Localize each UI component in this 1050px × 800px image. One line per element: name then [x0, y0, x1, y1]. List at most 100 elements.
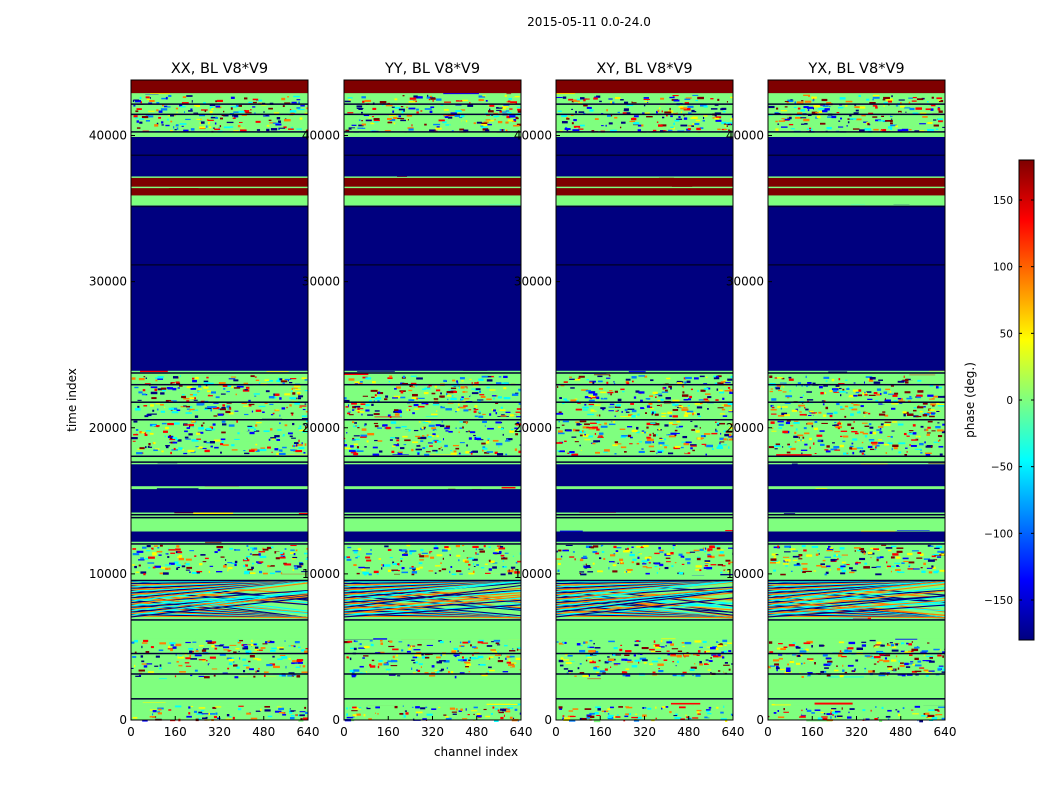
noise-pixel	[352, 406, 357, 409]
noise-pixel	[243, 572, 250, 575]
noise-pixel	[695, 565, 702, 568]
noise-pixel	[681, 441, 687, 443]
noise-pixel	[685, 558, 691, 561]
noise-pixel	[650, 408, 654, 410]
noise-pixel	[398, 641, 403, 643]
noise-pixel	[698, 415, 702, 417]
noise-pixel	[178, 554, 183, 558]
noise-pixel	[707, 555, 712, 558]
noise-pixel	[625, 411, 630, 413]
noise-pixel	[233, 130, 239, 132]
noise-pixel	[220, 409, 225, 412]
noise-pixel	[636, 640, 639, 642]
y-tick-label: 0	[544, 713, 552, 727]
flag-band	[344, 188, 521, 196]
noise-pixel	[279, 556, 286, 559]
noise-pixel	[716, 446, 724, 449]
noise-pixel	[689, 424, 697, 426]
noise-pixel	[613, 647, 618, 650]
noise-pixel	[214, 128, 221, 131]
noise-pixel	[485, 112, 488, 115]
noise-pixel	[562, 104, 570, 107]
noise-pixel	[895, 569, 901, 571]
noise-pixel	[668, 385, 672, 388]
noise-pixel	[584, 439, 591, 441]
noise-pixel	[659, 551, 664, 553]
noise-pixel	[566, 430, 572, 432]
noise-pixel	[268, 415, 273, 418]
noise-pixel	[227, 650, 232, 652]
noise-pixel	[190, 387, 197, 390]
speckle	[140, 370, 168, 373]
noise-pixel	[223, 665, 225, 668]
y-tick-label: 20000	[514, 421, 552, 435]
noise-pixel	[471, 382, 473, 384]
noise-pixel	[276, 572, 281, 575]
noise-pixel	[438, 706, 441, 708]
noise-pixel	[134, 651, 137, 654]
flag-row	[131, 103, 308, 105]
noise-pixel	[228, 378, 236, 380]
noise-pixel	[428, 571, 432, 574]
noise-pixel	[463, 409, 469, 412]
noise-pixel	[181, 449, 184, 451]
noise-pixel	[205, 655, 209, 658]
noise-pixel	[471, 392, 479, 395]
noise-pixel	[187, 449, 195, 453]
noise-pixel	[214, 106, 217, 109]
noise-pixel	[131, 667, 134, 669]
noise-pixel	[289, 397, 297, 400]
noise-pixel	[840, 572, 846, 575]
noise-pixel	[693, 549, 701, 552]
noise-pixel	[717, 670, 721, 672]
speckle	[515, 415, 521, 418]
noise-pixel	[393, 116, 398, 119]
noise-pixel	[578, 111, 585, 113]
noise-pixel	[692, 412, 695, 416]
noise-pixel	[695, 389, 699, 391]
flag-row	[131, 461, 308, 463]
noise-pixel	[253, 393, 260, 395]
noise-pixel	[137, 404, 140, 407]
noise-pixel	[140, 655, 144, 658]
noise-pixel	[245, 650, 252, 653]
noise-pixel	[186, 408, 191, 410]
noise-pixel	[163, 406, 166, 408]
noise-pixel	[305, 648, 308, 650]
noise-pixel	[139, 121, 143, 124]
noise-pixel	[174, 675, 177, 678]
noise-pixel	[266, 124, 270, 127]
noise-pixel	[560, 446, 565, 449]
noise-pixel	[262, 572, 268, 575]
noise-pixel	[563, 668, 569, 670]
noise-pixel	[442, 438, 444, 441]
noise-pixel	[150, 448, 156, 451]
noise-pixel	[394, 106, 401, 109]
flag-row	[131, 401, 308, 403]
noise-pixel	[790, 548, 796, 550]
noise-pixel	[158, 116, 162, 119]
noise-pixel	[498, 547, 506, 550]
noise-pixel	[649, 450, 655, 453]
noise-pixel	[854, 550, 856, 552]
noise-pixel	[516, 123, 521, 126]
noise-pixel	[595, 451, 600, 454]
noise-pixel	[597, 570, 603, 573]
noise-pixel	[612, 375, 619, 377]
noise-pixel	[688, 390, 693, 392]
speckle	[725, 529, 733, 532]
noise-pixel	[565, 662, 572, 664]
flag-row	[556, 154, 733, 157]
noise-pixel	[604, 661, 609, 664]
flag-row	[344, 383, 521, 386]
noise-pixel	[502, 566, 507, 568]
noise-pixel	[630, 452, 635, 455]
noise-pixel	[438, 448, 441, 450]
noise-pixel	[597, 375, 603, 378]
noise-pixel	[255, 670, 257, 673]
noise-pixel	[653, 423, 660, 426]
noise-pixel	[417, 452, 420, 455]
noise-pixel	[645, 398, 651, 400]
noise-pixel	[161, 422, 167, 425]
noise-pixel	[500, 708, 504, 711]
